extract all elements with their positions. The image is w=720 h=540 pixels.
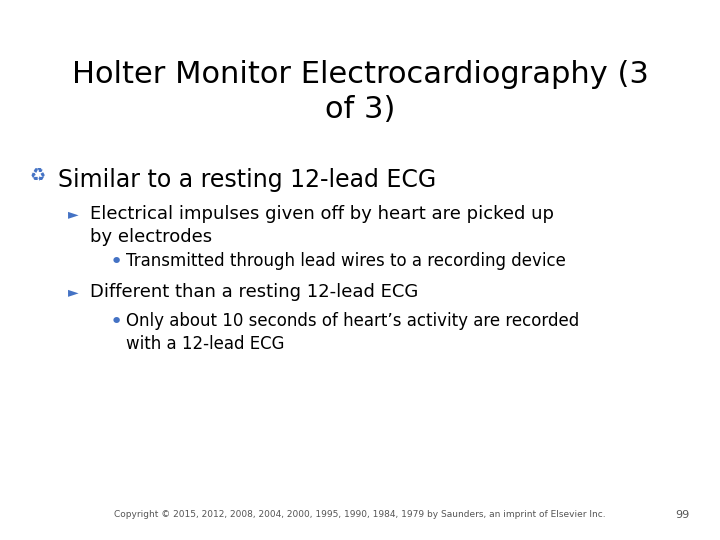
Text: ♻: ♻ <box>30 168 46 186</box>
Text: ►: ► <box>68 207 78 221</box>
Text: Different than a resting 12-lead ECG: Different than a resting 12-lead ECG <box>90 283 418 301</box>
Text: Similar to a resting 12-lead ECG: Similar to a resting 12-lead ECG <box>58 168 436 192</box>
Text: Transmitted through lead wires to a recording device: Transmitted through lead wires to a reco… <box>126 252 566 270</box>
Text: Copyright © 2015, 2012, 2008, 2004, 2000, 1995, 1990, 1984, 1979 by Saunders, an: Copyright © 2015, 2012, 2008, 2004, 2000… <box>114 510 606 519</box>
Text: •: • <box>110 312 123 332</box>
Text: Holter Monitor Electrocardiography (3
of 3): Holter Monitor Electrocardiography (3 of… <box>71 60 649 124</box>
Text: 99: 99 <box>676 510 690 520</box>
Text: ►: ► <box>68 285 78 299</box>
Text: •: • <box>110 252 123 272</box>
Text: Electrical impulses given off by heart are picked up
by electrodes: Electrical impulses given off by heart a… <box>90 205 554 246</box>
Text: Only about 10 seconds of heart’s activity are recorded
with a 12-lead ECG: Only about 10 seconds of heart’s activit… <box>126 312 580 353</box>
